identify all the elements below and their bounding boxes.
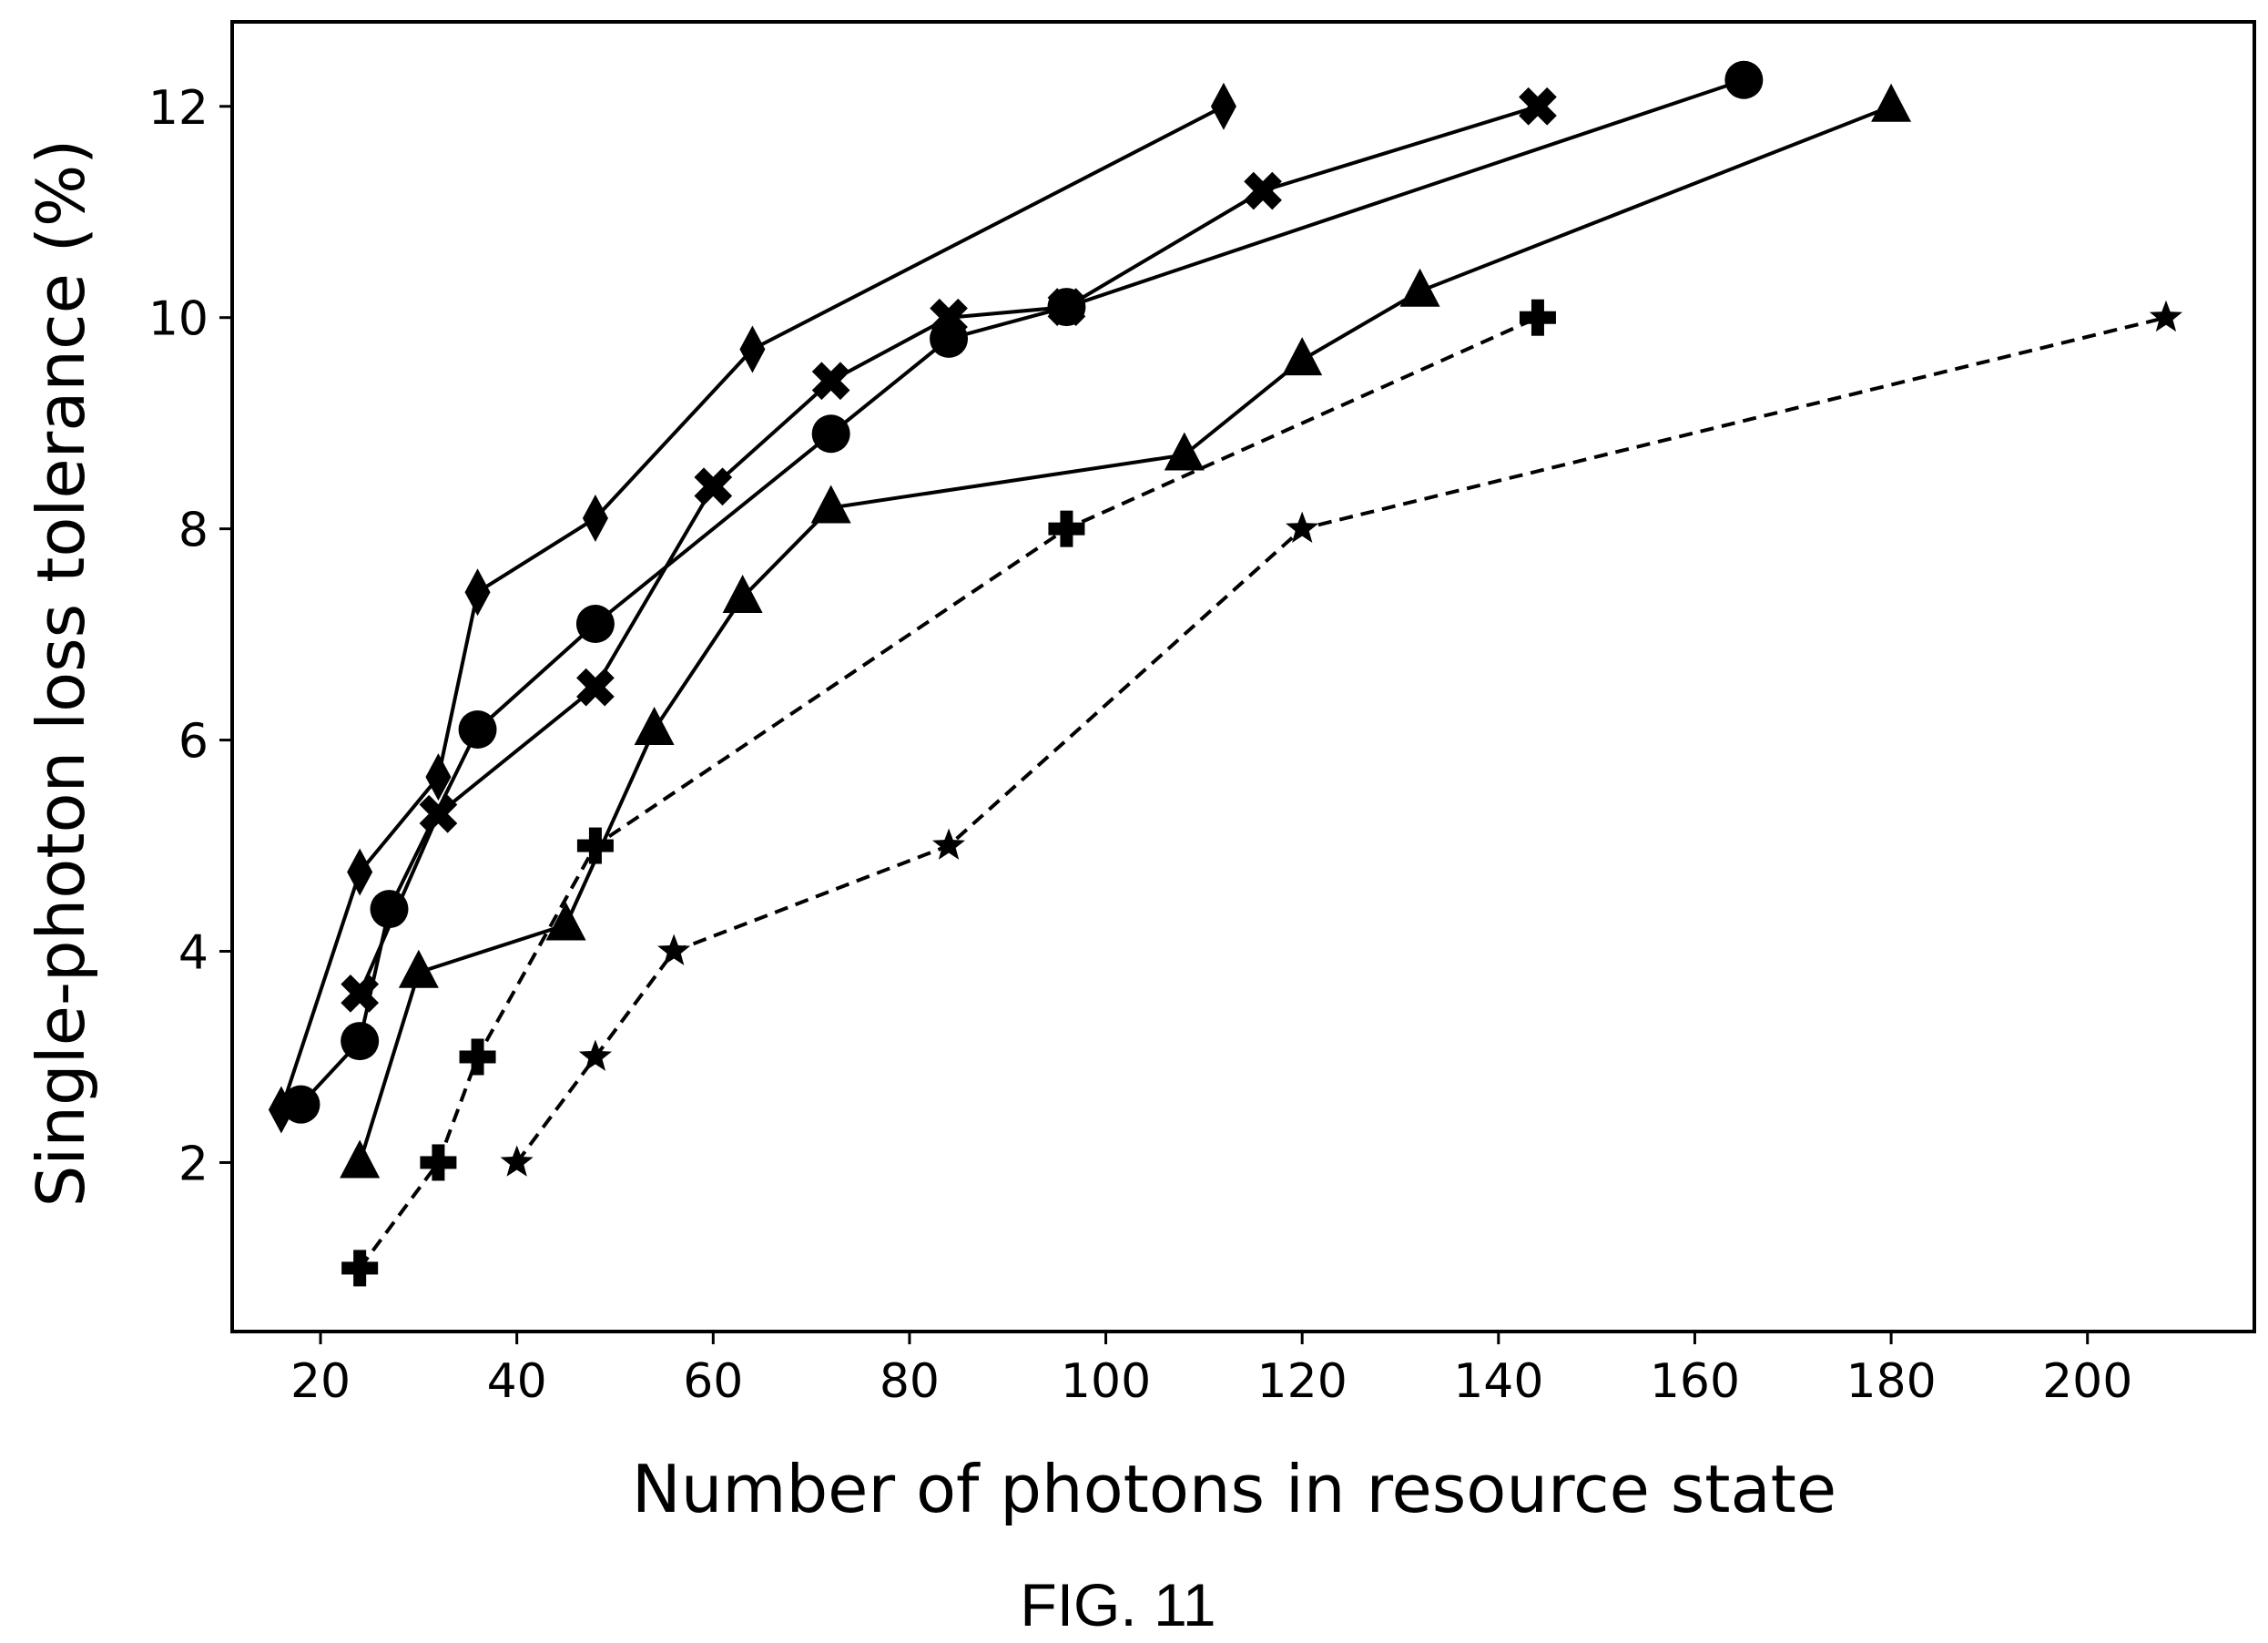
x-marker xyxy=(576,668,615,707)
circle-marker xyxy=(341,1022,380,1061)
series-diamond xyxy=(268,82,1236,1134)
series-line-triangle xyxy=(358,104,1892,1164)
y-axis: 2 4 6 8 10 12 xyxy=(148,81,232,1191)
x-tick-label: 200 xyxy=(2042,1354,2132,1409)
series-line-plus xyxy=(358,315,1539,1270)
x-tick-label: 180 xyxy=(1846,1354,1936,1409)
plus-marker xyxy=(341,1250,379,1287)
x-marker xyxy=(811,362,850,401)
series-line-x xyxy=(358,104,1539,995)
x-tick-label: 60 xyxy=(683,1354,743,1409)
series-line-circle xyxy=(300,77,1745,1107)
x-tick-label: 120 xyxy=(1257,1354,1348,1409)
diamond-marker xyxy=(1210,82,1236,130)
x-tick-label: 160 xyxy=(1650,1354,1740,1409)
star-marker xyxy=(578,1039,612,1071)
triangle-marker xyxy=(1399,268,1440,307)
x-tick-label: 20 xyxy=(290,1354,351,1409)
y-axis-label: Single-photon loss tolerance (%) xyxy=(23,139,99,1208)
series-plus xyxy=(341,299,1556,1287)
x-marker xyxy=(1047,288,1086,326)
x-tick-label: 100 xyxy=(1061,1354,1151,1409)
triangle-marker xyxy=(340,1139,381,1179)
y-tick-label: 10 xyxy=(148,292,208,347)
figure-caption: FIG. 11 xyxy=(1020,1571,1215,1638)
triangle-marker xyxy=(545,902,586,941)
circle-marker xyxy=(811,414,850,454)
x-marker xyxy=(341,975,380,1013)
y-tick-label: 12 xyxy=(148,81,208,136)
x-marker xyxy=(419,794,458,833)
plot-frame xyxy=(230,20,2256,1333)
x-marker xyxy=(694,467,733,506)
diamond-marker xyxy=(739,325,766,373)
x-marker xyxy=(1519,87,1557,126)
diamond-marker xyxy=(347,848,373,896)
star-marker xyxy=(2149,300,2182,332)
star-marker xyxy=(657,934,691,965)
plus-marker xyxy=(459,1038,496,1076)
series-triangle xyxy=(340,83,1912,1179)
diamond-marker xyxy=(425,753,452,801)
series-star xyxy=(500,300,2182,1177)
diamond-marker xyxy=(464,568,491,617)
triangle-marker xyxy=(1164,432,1205,471)
triangle-marker xyxy=(1282,337,1323,376)
diamond-marker xyxy=(582,495,608,543)
star-marker xyxy=(932,828,966,860)
circle-marker xyxy=(370,890,409,929)
plus-marker xyxy=(576,827,614,864)
star-marker xyxy=(1286,511,1319,543)
triangle-marker xyxy=(634,706,675,745)
x-tick-label: 140 xyxy=(1453,1354,1543,1409)
x-marker xyxy=(930,298,968,337)
triangle-marker xyxy=(810,485,851,524)
circle-marker xyxy=(281,1085,320,1124)
triangle-marker xyxy=(398,949,439,988)
circle-marker xyxy=(458,709,497,749)
plot-series xyxy=(268,60,2182,1287)
y-tick-label: 6 xyxy=(178,715,208,770)
y-tick-label: 4 xyxy=(178,926,208,981)
x-marker xyxy=(1244,171,1282,210)
x-axis: 20 40 60 80 100 120 140 160 180 200 xyxy=(290,1332,2132,1409)
circle-marker xyxy=(1724,60,1764,99)
plus-marker xyxy=(1519,299,1556,336)
plus-marker xyxy=(1048,510,1085,547)
series-circle xyxy=(281,60,1764,1124)
series-line-star xyxy=(515,315,2167,1164)
triangle-marker xyxy=(722,575,763,614)
x-axis-label: Number of photons in resource state xyxy=(632,1451,1836,1527)
y-tick-label: 8 xyxy=(178,504,208,558)
y-tick-label: 2 xyxy=(178,1137,208,1191)
x-tick-label: 80 xyxy=(880,1354,940,1409)
plus-marker xyxy=(420,1144,457,1181)
star-marker xyxy=(500,1145,534,1177)
series-x xyxy=(341,87,1557,1013)
triangle-marker xyxy=(1871,83,1912,122)
x-tick-label: 40 xyxy=(487,1354,547,1409)
circle-marker xyxy=(575,605,615,644)
